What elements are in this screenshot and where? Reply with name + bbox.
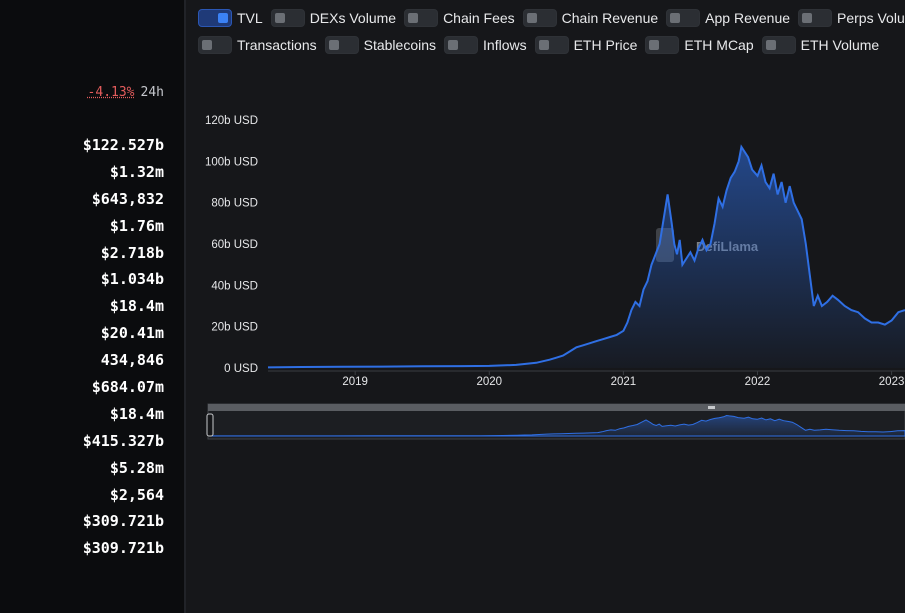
toggle-switch[interactable] bbox=[444, 36, 479, 54]
toggle-transactions[interactable]: Transactions bbox=[198, 36, 317, 54]
tvl-line bbox=[267, 144, 905, 369]
toggle-switch[interactable] bbox=[404, 9, 439, 27]
change-period: 24h bbox=[140, 85, 164, 100]
toggle-chain-revenue[interactable]: Chain Revenue bbox=[522, 9, 659, 27]
toggle-switch[interactable] bbox=[522, 9, 557, 27]
tvl-chart-area: 0 USD 20b USD 40b USD 60b USD 80b USD 100b US… bbox=[186, 100, 905, 445]
y-tick-label: 40b USD bbox=[211, 280, 258, 292]
x-tick-label: 2022 bbox=[745, 376, 771, 388]
toggle-label: Chain Fees bbox=[443, 10, 515, 26]
stat-value: $415.327b bbox=[82, 431, 164, 450]
y-tick-label: 100b USD bbox=[205, 156, 258, 168]
toggle-label: Inflows bbox=[483, 37, 527, 53]
stat-value: $5.28m bbox=[109, 458, 164, 477]
stat-value: $684.07m bbox=[91, 378, 164, 397]
toggle-switch[interactable] bbox=[198, 36, 232, 54]
toggle-label: ETH Volume bbox=[800, 37, 880, 53]
toggle-label: Perps Volume bbox=[837, 10, 905, 26]
toggle-perps-volume[interactable]: Perps Volume bbox=[798, 9, 905, 27]
toggle-switch[interactable] bbox=[270, 9, 305, 27]
toggle-label: Stablecoins bbox=[363, 37, 437, 53]
range-slider-preview bbox=[209, 414, 905, 437]
toggle-label: DEXs Volume bbox=[309, 10, 397, 26]
toggle-switch[interactable] bbox=[761, 36, 796, 54]
toggle-inflows[interactable]: Inflows bbox=[444, 36, 527, 54]
toggle-label: TVL bbox=[237, 10, 263, 26]
x-tick-label: 2019 bbox=[342, 376, 368, 388]
y-axis: 0 USD 20b USD 40b USD 60b USD 80b USD 100b US… bbox=[205, 115, 258, 375]
stat-value: $20.41m bbox=[100, 324, 164, 343]
toggle-chain-fees[interactable]: Chain Fees bbox=[404, 9, 515, 27]
tvl-chart: 0 USD 20b USD 40b USD 60b USD 80b USD 100b US… bbox=[205, 115, 905, 440]
y-tick-label: 0 USD bbox=[224, 363, 258, 375]
stat-value: $18.4m bbox=[109, 297, 164, 316]
change-percent: -4.13% bbox=[87, 85, 135, 100]
toggle-row-2: Transactions Stablecoins Inflows ETH Pri… bbox=[198, 34, 887, 56]
x-tick-label: 2023 bbox=[879, 376, 905, 388]
range-slider-bar[interactable] bbox=[208, 404, 905, 411]
range-slider-left-handle[interactable] bbox=[206, 413, 214, 437]
range-slider[interactable] bbox=[206, 403, 905, 440]
slider-grip-icon[interactable] bbox=[708, 406, 715, 409]
x-tick-label: 2020 bbox=[476, 376, 502, 388]
toggle-switch[interactable] bbox=[324, 36, 359, 54]
toggle-switch[interactable] bbox=[534, 36, 569, 54]
stat-value: $2.718b bbox=[100, 243, 164, 262]
toggle-row-1: TVL DEXs Volume Chain Fees Chain Revenue… bbox=[198, 7, 905, 29]
toggle-app-revenue[interactable]: App Revenue bbox=[666, 9, 790, 27]
stat-value: $1.76m bbox=[109, 216, 164, 235]
toggle-label: ETH Price bbox=[573, 37, 638, 53]
stat-values-list: $122.527b $1.32m $643,832 $1.76m $2.718b… bbox=[0, 132, 164, 562]
toggle-tvl[interactable]: TVL bbox=[198, 9, 263, 27]
stat-value: $643,832 bbox=[91, 189, 164, 208]
stat-value: 434,846 bbox=[100, 351, 164, 370]
x-tick-label: 2021 bbox=[611, 376, 637, 388]
stat-value: $309.721b bbox=[82, 512, 164, 531]
toggle-eth-price[interactable]: ETH Price bbox=[534, 36, 638, 54]
toggle-label: Chain Revenue bbox=[561, 10, 659, 26]
x-axis: 2019 2020 2021 2022 2023 bbox=[342, 371, 904, 388]
y-tick-label: 80b USD bbox=[211, 198, 258, 210]
toggle-dexs-volume[interactable]: DEXs Volume bbox=[270, 9, 397, 27]
stat-value: $122.527b bbox=[82, 136, 164, 154]
stat-value: $309.721b bbox=[82, 539, 164, 558]
tvl-change: -4.13% 24h bbox=[0, 85, 164, 100]
stat-value: $2,564 bbox=[109, 485, 164, 504]
toggle-eth-volume[interactable]: ETH Volume bbox=[761, 36, 880, 54]
y-tick-label: 60b USD bbox=[211, 239, 258, 251]
stats-panel: -4.13% 24h $122.527b $1.32m $643,832 $1.7… bbox=[0, 0, 186, 613]
tvl-area bbox=[268, 146, 905, 368]
toggle-label: Transactions bbox=[237, 37, 317, 53]
y-tick-label: 120b USD bbox=[205, 115, 258, 127]
y-tick-label: 20b USD bbox=[211, 322, 258, 334]
toggle-switch[interactable] bbox=[645, 36, 680, 54]
toggle-label: App Revenue bbox=[705, 10, 791, 26]
toggle-switch[interactable] bbox=[198, 9, 232, 27]
toggle-eth-mcap[interactable]: ETH MCap bbox=[645, 36, 754, 54]
toggle-stablecoins[interactable]: Stablecoins bbox=[324, 36, 437, 54]
toggle-label: ETH MCap bbox=[684, 37, 754, 53]
stat-value: $1.32m bbox=[109, 162, 164, 181]
toggle-switch[interactable] bbox=[666, 9, 701, 27]
toggle-switch[interactable] bbox=[798, 9, 833, 27]
stat-value: $1.034b bbox=[100, 270, 164, 289]
stat-value: $18.4m bbox=[109, 404, 164, 423]
